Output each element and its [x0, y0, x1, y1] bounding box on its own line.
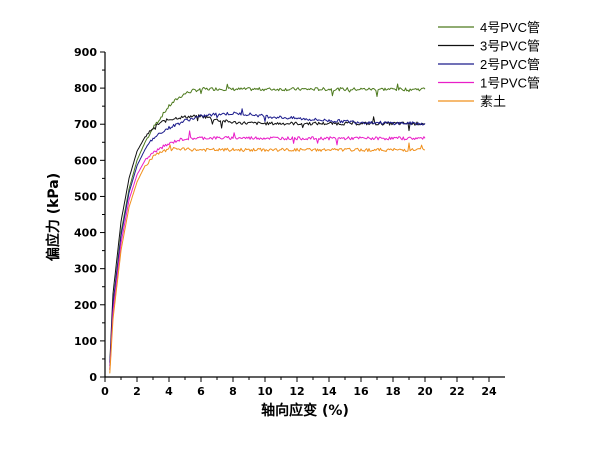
- x-tick-label: 22: [449, 385, 464, 398]
- x-tick-label: 0: [101, 385, 109, 398]
- legend-label: 1号PVC管: [480, 76, 540, 91]
- x-tick-label: 16: [353, 385, 369, 398]
- y-tick-label: 400: [74, 227, 97, 240]
- x-tick-label: 6: [197, 385, 205, 398]
- y-tick-label: 800: [74, 82, 97, 95]
- y-tick-label: 600: [74, 154, 97, 167]
- x-tick-label: 4: [165, 385, 173, 398]
- y-axis-title: 偏应力 (kPa): [45, 173, 62, 261]
- x-tick-label: 12: [289, 385, 304, 398]
- y-tick-label: 700: [74, 118, 97, 131]
- series-line: [109, 114, 426, 363]
- series-line: [109, 142, 426, 374]
- x-tick-label: 24: [481, 385, 497, 398]
- y-tick-label: 500: [74, 190, 97, 203]
- y-tick-label: 300: [74, 263, 97, 276]
- series-line: [109, 108, 426, 367]
- y-tick-label: 0: [89, 371, 97, 384]
- legend-label: 素土: [480, 94, 506, 109]
- y-tick-label: 100: [74, 335, 97, 348]
- y-tick-label: 900: [74, 46, 97, 59]
- x-axis-title: 轴向应变 (%): [261, 402, 349, 419]
- x-tick-label: 18: [385, 385, 400, 398]
- series-lines: [109, 83, 426, 374]
- x-tick-label: 20: [417, 385, 433, 398]
- series-line: [109, 83, 426, 370]
- legend-label: 2号PVC管: [480, 57, 540, 72]
- x-tick-label: 2: [133, 385, 141, 398]
- y-tick-label: 200: [74, 299, 97, 312]
- legend-label: 3号PVC管: [480, 39, 540, 54]
- x-tick-label: 8: [229, 385, 237, 398]
- x-tick-label: 10: [257, 385, 273, 398]
- series-line: [109, 130, 426, 370]
- legend-label: 4号PVC管: [480, 20, 540, 35]
- x-tick-label: 14: [321, 385, 337, 398]
